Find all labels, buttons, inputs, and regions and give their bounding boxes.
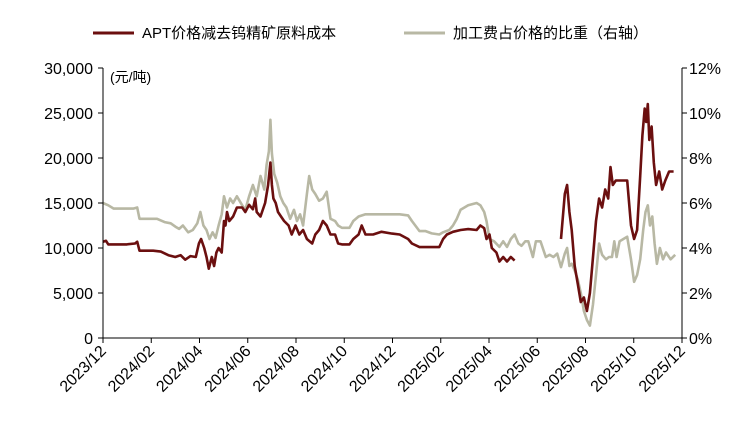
- x-tick-label: 2024/04: [153, 343, 206, 396]
- right-tick-label: 12%: [689, 61, 721, 78]
- right-axis-ticks: 0% 2% 4% 6% 8% 10% 12%: [682, 61, 721, 348]
- left-tick-label: 25,000: [44, 106, 93, 123]
- unit-label: (元/吨): [110, 69, 151, 85]
- left-tick-label: 30,000: [44, 61, 93, 78]
- legend-label-ratio: 加工费占价格的比重（右轴）: [453, 25, 648, 42]
- x-tick-label: 2025/12: [636, 343, 689, 396]
- right-tick-label: 10%: [689, 106, 721, 123]
- x-tick-label: 2025/06: [491, 343, 544, 396]
- left-tick-label: 15,000: [44, 196, 93, 213]
- series-line-0: [102, 161, 516, 271]
- x-tick-label: 2024/06: [202, 343, 255, 396]
- legend-label-apt: APT价格减去钨精矿原料成本: [142, 25, 336, 42]
- left-tick-label: 10,000: [44, 241, 93, 258]
- series-line-1: [102, 118, 677, 327]
- left-tick-label: 20,000: [44, 151, 93, 168]
- axes: [102, 68, 683, 339]
- right-tick-label: 0%: [689, 331, 712, 348]
- right-tick-label: 2%: [689, 286, 712, 303]
- x-tick-label: 2023/12: [57, 343, 110, 396]
- left-tick-label: 5,000: [53, 286, 93, 303]
- x-axis-ticks: 2023/122024/022024/042024/062024/082024/…: [57, 338, 689, 396]
- x-tick-label: 2024/12: [346, 343, 399, 396]
- right-tick-label: 6%: [689, 196, 712, 213]
- x-tick-label: 2025/04: [443, 343, 496, 396]
- x-tick-label: 2024/02: [105, 343, 158, 396]
- x-tick-label: 2025/02: [395, 343, 448, 396]
- series-line-2: [559, 102, 674, 313]
- right-tick-label: 8%: [689, 151, 712, 168]
- right-tick-label: 4%: [689, 241, 712, 258]
- left-axis-ticks: 0 5,000 10,000 15,000 20,000 25,000 30,000: [44, 61, 103, 348]
- left-tick-label: 0: [84, 331, 93, 348]
- x-tick-label: 2025/08: [539, 343, 592, 396]
- legend: APT价格减去钨精矿原料成本 加工费占价格的比重（右轴）: [93, 25, 648, 42]
- x-tick-label: 2024/08: [250, 343, 303, 396]
- x-tick-label: 2025/10: [588, 343, 641, 396]
- x-tick-label: 2024/10: [298, 343, 351, 396]
- series-group: [102, 102, 677, 327]
